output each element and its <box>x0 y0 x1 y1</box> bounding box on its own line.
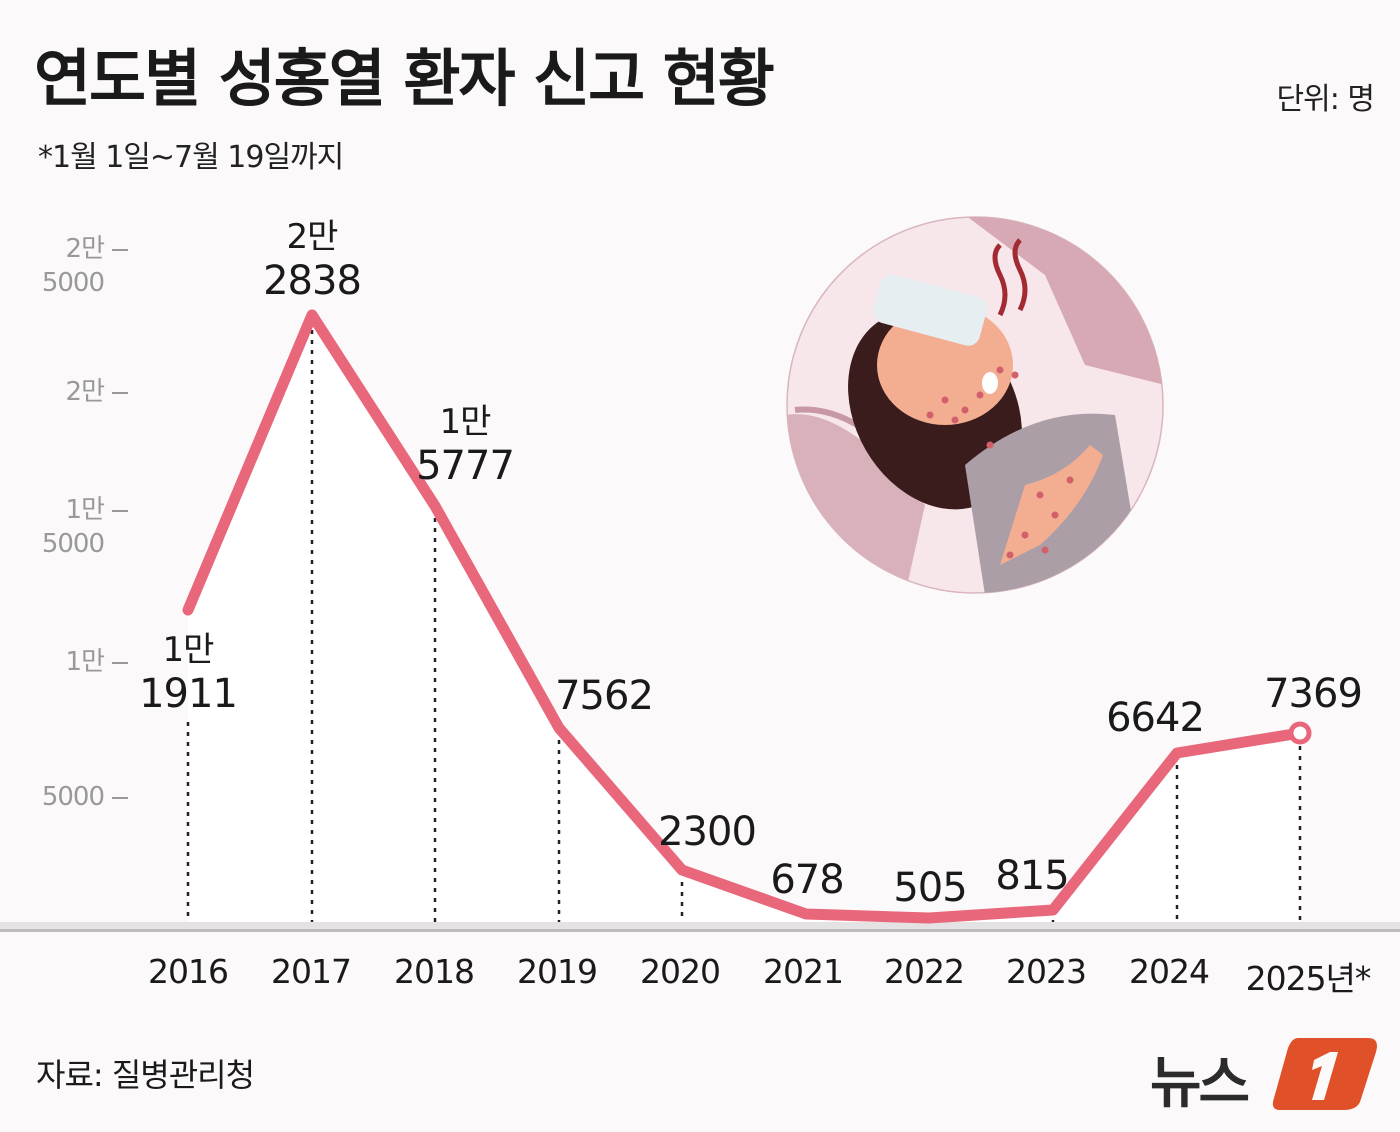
x-label-2024: 2024 <box>1129 952 1210 991</box>
value-label-bottom: 815 <box>995 853 1069 899</box>
value-label-2023: 815 <box>995 853 1069 899</box>
value-label-2020: 2300 <box>658 809 757 855</box>
value-label-bottom: 5777 <box>416 443 515 489</box>
data-line <box>182 309 1306 924</box>
y-tick-25000: 2만 5000 <box>42 232 128 300</box>
x-label-2022: 2022 <box>884 952 965 991</box>
value-label-bottom: 2300 <box>658 809 757 855</box>
y-tick-label: 1만 <box>65 495 105 525</box>
logo-text: 뉴스 <box>1150 1051 1250 1116</box>
tick-mark <box>112 661 128 664</box>
x-axis-baseline-shadow <box>0 929 1400 932</box>
y-tick-label: 2만 <box>65 377 105 407</box>
x-label-2020: 2020 <box>640 952 721 991</box>
y-tick-label: 5000 <box>41 268 105 298</box>
value-label-bottom: 6642 <box>1106 695 1205 741</box>
chart-title: 연도별 성홍열 환자 신고 현황 <box>34 42 775 115</box>
value-label-bottom: 1911 <box>139 671 238 717</box>
area-fill <box>188 315 1300 930</box>
value-label-bottom: 7369 <box>1264 671 1363 717</box>
value-label-bottom: 505 <box>893 865 967 911</box>
value-label-2019: 7562 <box>555 673 654 719</box>
news1-logo: 뉴스 <box>1150 1030 1380 1116</box>
tick-mark <box>112 796 128 799</box>
x-label-2017: 2017 <box>271 952 352 991</box>
x-label-2018: 2018 <box>394 952 475 991</box>
x-label-2021: 2021 <box>763 952 844 991</box>
x-label-2023: 2023 <box>1006 952 1087 991</box>
y-tick-15000: 1만 5000 <box>42 493 128 561</box>
value-label-bottom: 7562 <box>555 673 654 719</box>
value-label-2025: 7369 <box>1264 671 1363 717</box>
value-label-bottom: 678 <box>770 857 844 903</box>
value-label-top: 2만 <box>286 217 339 257</box>
value-label-top: 1만 <box>439 402 492 442</box>
tick-mark <box>112 391 128 394</box>
y-tick-label: 5000 <box>41 782 105 812</box>
tick-mark <box>112 248 128 251</box>
x-label-2025: 2025년* <box>1245 959 1372 998</box>
y-tick-label: 2만 <box>65 234 105 264</box>
unit-label: 단위: 명 <box>1276 82 1375 117</box>
value-label-2022: 505 <box>893 865 967 911</box>
logo-mark-icon <box>1272 1038 1377 1110</box>
value-label-2016: 1만 1911 <box>139 628 238 717</box>
y-tick-20000: 2만 <box>66 375 128 409</box>
value-label-2018: 1만 5777 <box>416 400 515 489</box>
value-label-2024: 6642 <box>1106 695 1205 741</box>
partial-year-marker <box>1288 721 1312 745</box>
value-label-bottom: 2838 <box>263 258 362 304</box>
source-label: 자료: 질병관리청 <box>36 1056 255 1094</box>
chart-subtitle: *1월 1일~7월 19일까지 <box>38 140 344 175</box>
y-tick-5000: 5000 <box>42 780 128 814</box>
y-tick-label: 1만 <box>65 647 105 677</box>
value-label-2017: 2만 2838 <box>263 215 362 304</box>
y-tick-10000: 1만 <box>66 645 128 679</box>
tick-mark <box>112 509 128 512</box>
x-axis-baseline <box>0 922 1400 932</box>
value-label-top: 1만 <box>162 630 215 670</box>
x-label-2016: 2016 <box>148 952 229 991</box>
x-label-2019: 2019 <box>517 952 598 991</box>
y-tick-label: 5000 <box>41 529 105 559</box>
value-label-2021: 678 <box>770 857 844 903</box>
sick-girl-illustration <box>786 216 1164 594</box>
